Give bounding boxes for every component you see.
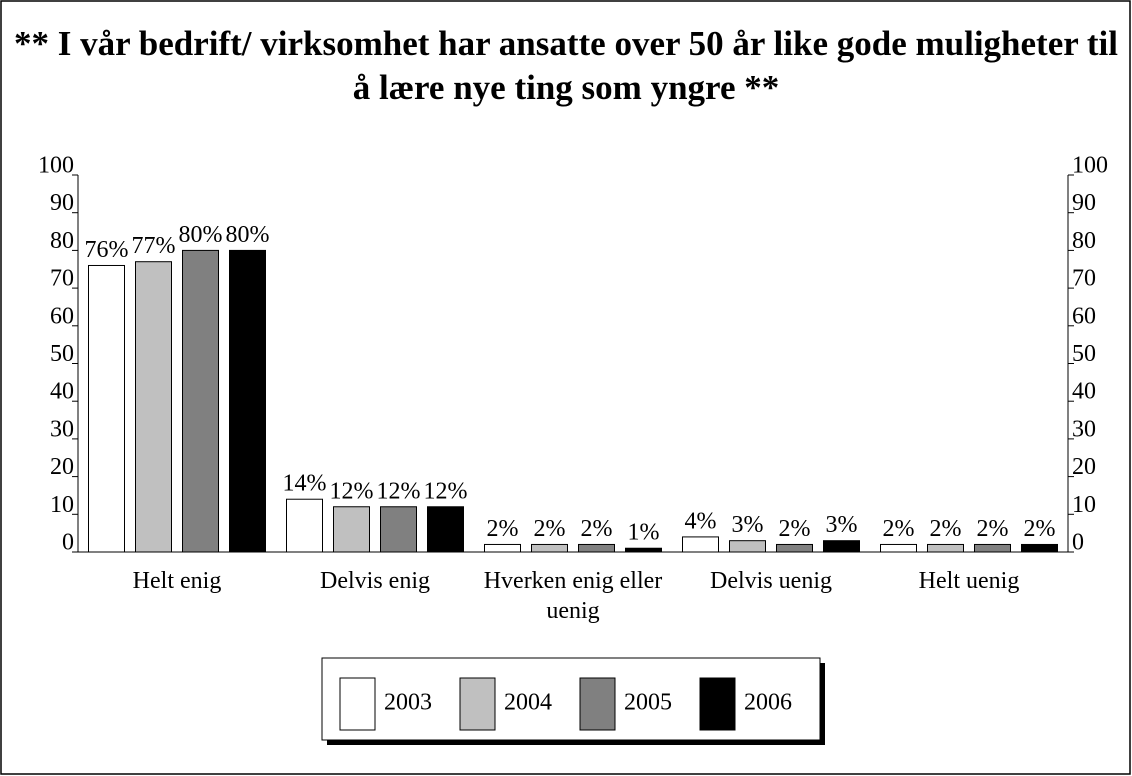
bar <box>135 261 172 553</box>
bar <box>729 540 766 553</box>
x-tick-label: Delvis enig <box>320 568 430 594</box>
legend-swatch <box>579 677 616 731</box>
y-tick-label: 30 <box>50 416 74 442</box>
bar <box>974 543 1011 553</box>
y2-tick-label: 0 <box>1072 530 1084 556</box>
bar <box>182 249 219 553</box>
value-label: 2% <box>534 516 566 542</box>
value-label: 12% <box>377 478 421 504</box>
bar <box>625 547 662 553</box>
value-label: 2% <box>487 516 519 542</box>
bar <box>927 543 964 553</box>
legend-label: 2003 <box>384 690 432 716</box>
legend-label: 2006 <box>744 690 792 716</box>
bar <box>1021 543 1058 553</box>
bar <box>823 540 860 553</box>
value-label: 3% <box>826 512 858 538</box>
x-tick-label: Delvis uenig <box>710 568 832 594</box>
x-tick-label: Hverken enig eller uenig <box>483 568 663 624</box>
y-tick-label: 50 <box>50 341 74 367</box>
value-label: 1% <box>628 520 660 546</box>
x-tick-label: Helt uenig <box>918 568 1020 594</box>
legend <box>321 657 821 741</box>
value-label: 12% <box>424 478 468 504</box>
legend-swatch <box>699 677 736 731</box>
bar <box>229 249 266 553</box>
value-label: 2% <box>581 516 613 542</box>
legend-label: 2004 <box>504 690 552 716</box>
legend-label: 2005 <box>624 690 672 716</box>
bar <box>578 543 615 553</box>
y2-tick-label: 80 <box>1072 228 1096 254</box>
y-tick-label: 100 <box>38 153 74 179</box>
y2-tick-label: 50 <box>1072 341 1096 367</box>
y2-tick-label: 10 <box>1072 492 1096 518</box>
bar <box>333 506 370 553</box>
value-label: 2% <box>1024 516 1056 542</box>
bar <box>427 506 464 553</box>
value-label: 80% <box>179 222 223 248</box>
y2-tick-label: 20 <box>1072 454 1096 480</box>
value-label: 12% <box>330 478 374 504</box>
value-label: 2% <box>779 516 811 542</box>
x-tick-label: Helt enig <box>132 568 222 594</box>
value-label: 80% <box>226 222 270 248</box>
legend-swatch <box>339 677 376 731</box>
value-label: 2% <box>883 516 915 542</box>
bar <box>484 543 521 553</box>
y2-tick-label: 100 <box>1072 153 1108 179</box>
y-tick-label: 80 <box>50 228 74 254</box>
bar <box>776 543 813 553</box>
y-tick-label: 40 <box>50 379 74 405</box>
y-tick-label: 60 <box>50 303 74 329</box>
y2-tick-label: 90 <box>1072 190 1096 216</box>
chart-title: ** I vår bedrift/ virksomhet har ansatte… <box>13 24 1119 107</box>
y-tick-label: 0 <box>62 530 74 556</box>
value-label: 77% <box>132 233 176 259</box>
y-tick-label: 70 <box>50 266 74 292</box>
value-label: 14% <box>283 471 327 497</box>
bar <box>880 543 917 553</box>
y-tick-label: 20 <box>50 454 74 480</box>
y2-tick-label: 30 <box>1072 416 1096 442</box>
value-label: 76% <box>85 237 129 263</box>
y2-tick-label: 70 <box>1072 266 1096 292</box>
bar <box>88 264 125 553</box>
y2-tick-label: 60 <box>1072 303 1096 329</box>
bar <box>380 506 417 553</box>
value-label: 3% <box>732 512 764 538</box>
y-tick-label: 10 <box>50 492 74 518</box>
y2-tick-label: 40 <box>1072 379 1096 405</box>
value-label: 4% <box>685 508 717 534</box>
bar <box>531 543 568 553</box>
y-tick-label: 90 <box>50 190 74 216</box>
bar <box>286 498 323 553</box>
value-label: 2% <box>977 516 1009 542</box>
value-label: 2% <box>930 516 962 542</box>
bar <box>682 536 719 553</box>
legend-swatch <box>459 677 496 731</box>
